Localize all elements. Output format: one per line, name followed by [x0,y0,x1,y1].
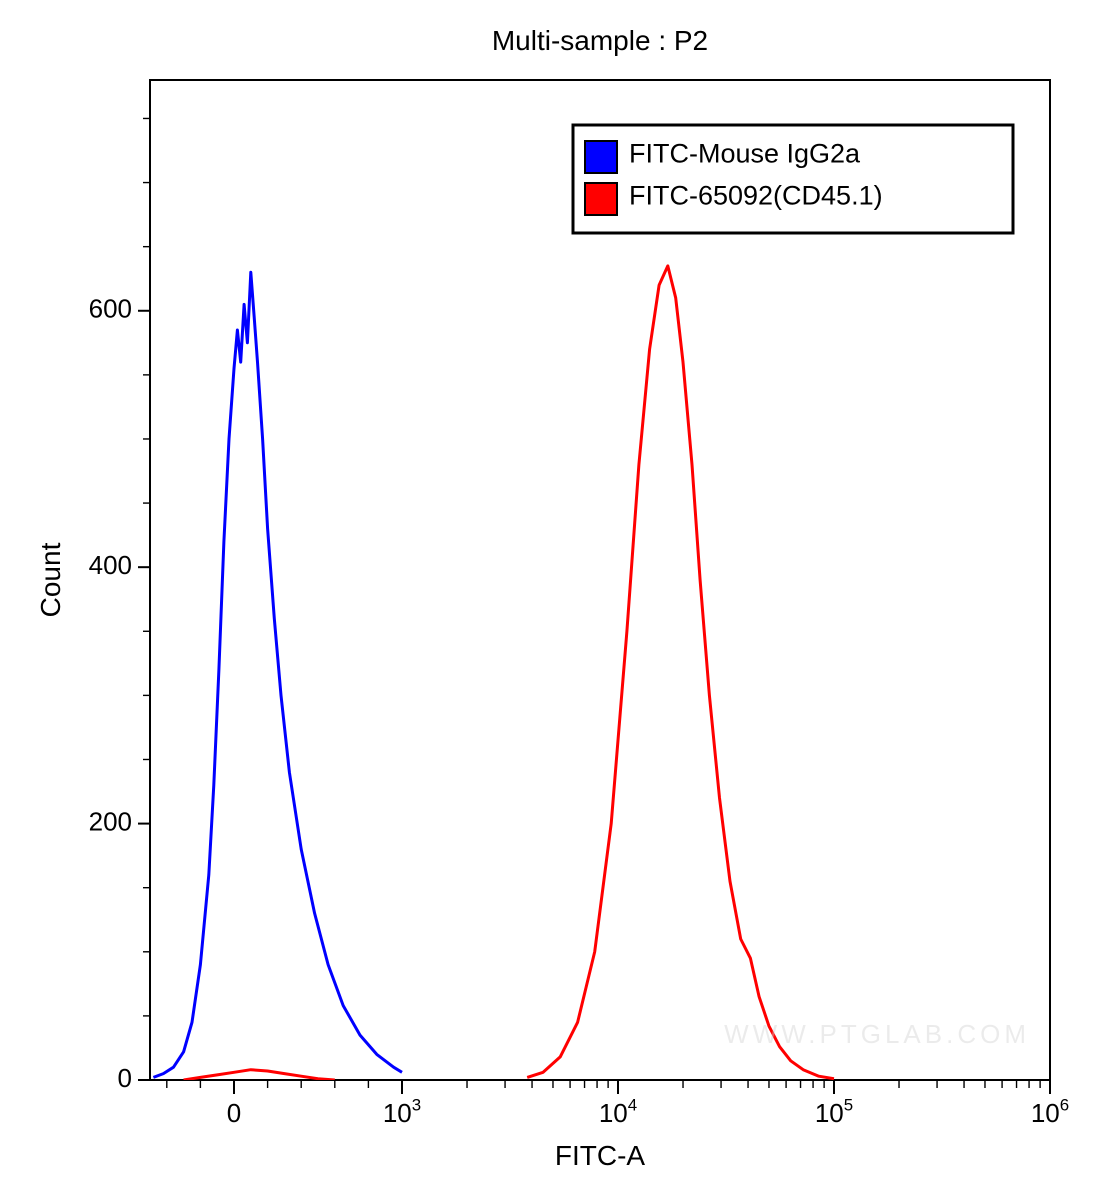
svg-text:Multi-sample : P2: Multi-sample : P2 [492,25,708,56]
svg-text:FITC-A: FITC-A [555,1140,646,1171]
svg-text:105: 105 [815,1095,853,1128]
flow-histogram-svg: Multi-sample : P2 0 200 400 600 Count 0 103 104 1… [0,0,1100,1200]
svg-text:400: 400 [89,550,132,580]
svg-text:Count: Count [35,542,66,617]
svg-text:600: 600 [89,294,132,324]
svg-text:0: 0 [227,1098,241,1128]
svg-text:106: 106 [1031,1095,1069,1128]
svg-text:104: 104 [599,1095,637,1128]
svg-text:103: 103 [383,1095,421,1128]
svg-text:FITC-Mouse IgG2a: FITC-Mouse IgG2a [629,139,861,169]
svg-text:200: 200 [89,806,132,836]
svg-text:FITC-65092(CD45.1): FITC-65092(CD45.1) [629,181,883,211]
svg-text:0: 0 [118,1063,132,1093]
chart-container: Multi-sample : P2 0 200 400 600 Count 0 103 104 1… [0,0,1100,1200]
